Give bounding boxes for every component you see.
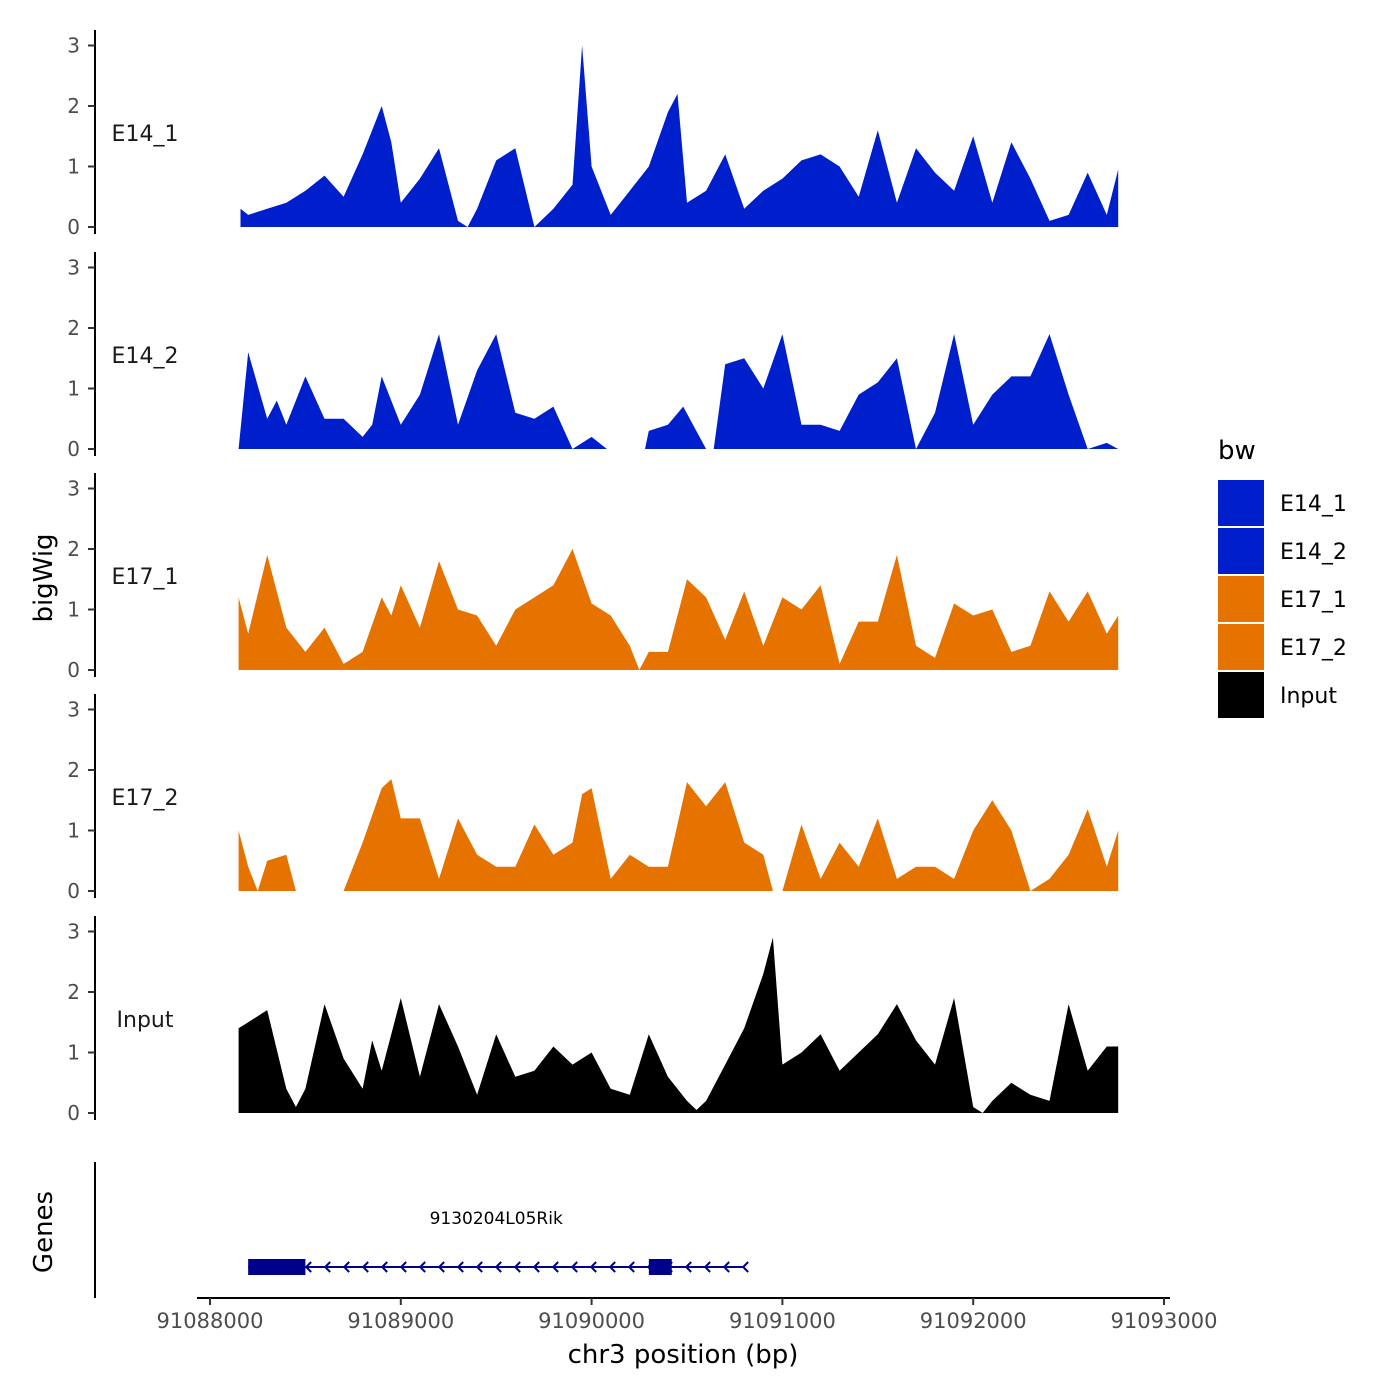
y-tick-label: 3 xyxy=(67,256,80,280)
strand-arrow xyxy=(570,1261,578,1273)
strand-arrow xyxy=(608,1261,616,1273)
x-tick-label: 91092000 xyxy=(920,1309,1027,1333)
x-tick-label: 91093000 xyxy=(1111,1309,1218,1333)
gene-exon xyxy=(648,1259,672,1275)
y-tick-label: 1 xyxy=(67,1041,80,1065)
track-panel-E17_1: 0 1 2 3 E17_1 xyxy=(67,473,1119,682)
track-panel-Input: 0 1 2 3 Input xyxy=(67,916,1119,1125)
strand-arrow xyxy=(475,1261,483,1273)
y-tick-label: 0 xyxy=(67,1101,80,1125)
y-tick-label: 1 xyxy=(67,598,80,622)
y-tick-label: 0 xyxy=(67,215,80,239)
track-label-E17_2: E17_2 xyxy=(112,786,179,811)
strand-arrow xyxy=(494,1261,502,1273)
y-axis-title: bigWig xyxy=(29,533,59,622)
y-tick-label: 1 xyxy=(67,377,80,401)
strand-arrow xyxy=(418,1261,426,1273)
y-tick-label: 0 xyxy=(67,879,80,903)
strand-arrow xyxy=(741,1261,749,1273)
track-label-Input: Input xyxy=(117,1008,174,1033)
legend-key-E17_2 xyxy=(1218,624,1264,670)
track-panel-E17_2: 0 1 2 3 E17_2 xyxy=(67,694,1119,903)
coverage-area-E14_1 xyxy=(240,45,1119,227)
legend-label-E17_2: E17_2 xyxy=(1280,636,1347,661)
legend: bw E14_1 E14_2 E17_1 E17_2 Input xyxy=(1218,436,1347,718)
strand-arrow xyxy=(703,1261,711,1273)
legend-key-Input xyxy=(1218,672,1264,718)
x-axis: 91088000 91089000 91090000 91091000 91092000… xyxy=(157,1297,1218,1333)
gene-label: 9130204L05Rik xyxy=(430,1209,563,1229)
coverage-area-E17_1 xyxy=(238,549,1119,670)
y-tick-label: 1 xyxy=(67,819,80,843)
genes-track: 9130204L05Rik xyxy=(94,1162,749,1298)
legend-label-E14_1: E14_1 xyxy=(1280,492,1347,517)
track-panels: 0 1 2 3 E14_1 0 1 2 3 E14_2 0 1 2 3 E17_1 0 1 2 3 E17_2 0 1 2 3… xyxy=(67,30,1119,1125)
strand-arrow xyxy=(304,1261,312,1273)
track-label-E14_2: E14_2 xyxy=(112,344,179,369)
x-axis-title: chr3 position (bp) xyxy=(568,1340,799,1370)
y-tick-label: 3 xyxy=(67,34,80,58)
y-tick-label: 2 xyxy=(67,980,80,1004)
y-tick-label: 3 xyxy=(67,477,80,501)
legend-key-E14_1 xyxy=(1218,480,1264,526)
legend-label-E17_1: E17_1 xyxy=(1280,588,1347,613)
gene-model: 9130204L05Rik xyxy=(248,1209,749,1275)
strand-arrow xyxy=(513,1261,521,1273)
strand-arrow xyxy=(437,1261,445,1273)
strand-arrow xyxy=(399,1261,407,1273)
legend-key-E14_2 xyxy=(1218,528,1264,574)
strand-arrow xyxy=(342,1261,350,1273)
genes-axis-title: Genes xyxy=(29,1191,59,1273)
y-tick-label: 2 xyxy=(67,94,80,118)
y-tick-label: 3 xyxy=(67,698,80,722)
strand-arrow xyxy=(380,1261,388,1273)
strand-arrow xyxy=(456,1261,464,1273)
strand-arrow xyxy=(551,1261,559,1273)
strand-arrow xyxy=(589,1261,597,1273)
strand-arrow xyxy=(684,1261,692,1273)
y-tick-label: 0 xyxy=(67,658,80,682)
strand-arrow xyxy=(323,1261,331,1273)
legend-key-E17_1 xyxy=(1218,576,1264,622)
y-tick-label: 3 xyxy=(67,920,80,944)
coverage-area-E14_2 xyxy=(238,334,1119,449)
x-tick-label: 91090000 xyxy=(538,1309,645,1333)
coverage-area-E17_2 xyxy=(238,779,1119,891)
y-tick-label: 2 xyxy=(67,537,80,561)
x-tick-label: 91089000 xyxy=(347,1309,454,1333)
strand-arrow xyxy=(722,1261,730,1273)
y-tick-label: 2 xyxy=(67,316,80,340)
track-panel-E14_1: 0 1 2 3 E14_1 xyxy=(67,30,1119,239)
gene-exon xyxy=(248,1259,306,1275)
legend-label-E14_2: E14_2 xyxy=(1280,540,1347,565)
y-tick-label: 2 xyxy=(67,758,80,782)
strand-arrow xyxy=(532,1261,540,1273)
x-tick-label: 91091000 xyxy=(729,1309,836,1333)
y-tick-label: 1 xyxy=(67,155,80,179)
x-tick-label: 91088000 xyxy=(157,1309,264,1333)
track-label-E14_1: E14_1 xyxy=(112,122,179,147)
track-label-E17_1: E17_1 xyxy=(112,565,179,590)
legend-title: bw xyxy=(1218,436,1256,466)
strand-arrow xyxy=(361,1261,369,1273)
coverage-area-Input xyxy=(238,937,1119,1113)
strand-arrow xyxy=(627,1261,635,1273)
track-panel-E14_2: 0 1 2 3 E14_2 xyxy=(67,252,1119,461)
legend-label-Input: Input xyxy=(1280,684,1337,709)
y-tick-label: 0 xyxy=(67,437,80,461)
